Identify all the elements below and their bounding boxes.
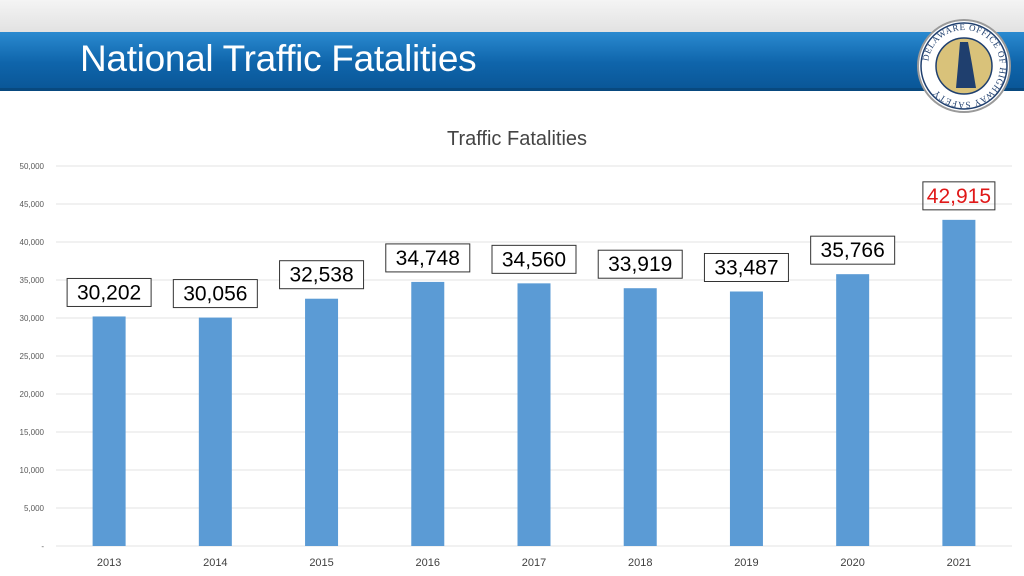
- y-tick-label: 50,000: [20, 162, 45, 171]
- data-label-box: [385, 243, 471, 273]
- x-tick-label: 2016: [416, 557, 440, 569]
- data-label-2018: 33,919: [597, 249, 683, 279]
- data-label-box: [172, 279, 258, 309]
- data-label-2021: 42,915: [922, 181, 996, 211]
- data-label-text: 30,202: [77, 281, 141, 304]
- y-tick-label: 15,000: [20, 428, 45, 437]
- data-label-box: [703, 252, 789, 282]
- y-tick-label: 10,000: [20, 466, 45, 475]
- data-label-2017: 34,560: [491, 244, 577, 274]
- bars: [92, 219, 976, 546]
- data-label-box: [922, 181, 996, 211]
- data-label-box: [491, 244, 577, 274]
- y-axis-ticks: - 5,000 10,000 15,000 20,000 25,000 30,000 35,0…: [20, 162, 45, 551]
- x-axis-ticks: 2013 2014 2015 2016 2017 2018 2019 2020 2021: [97, 557, 971, 569]
- y-tick-label: -: [41, 542, 44, 551]
- data-label-box: [66, 277, 152, 307]
- data-label-2016: 34,748: [385, 243, 471, 273]
- bar-2018: [623, 288, 657, 546]
- x-tick-label: 2021: [947, 557, 971, 569]
- data-label-2019: 33,487: [703, 252, 789, 282]
- y-tick-label: 30,000: [20, 314, 45, 323]
- data-label-box: [279, 260, 365, 290]
- data-label-text: 33,919: [608, 253, 672, 276]
- y-tick-label: 45,000: [20, 200, 45, 209]
- data-label-text: 42,915: [927, 185, 991, 208]
- data-label-2013: 30,202: [66, 277, 152, 307]
- bar-2016: [411, 281, 445, 546]
- x-tick-label: 2015: [309, 557, 333, 569]
- data-label-text: 33,487: [714, 256, 778, 279]
- x-tick-label: 2014: [203, 557, 227, 569]
- data-label-text: 32,538: [289, 264, 353, 287]
- x-tick-label: 2019: [734, 557, 758, 569]
- bar-2020: [836, 274, 870, 546]
- chart-title: Traffic Fatalities: [446, 128, 588, 150]
- top-strip: [0, 0, 1024, 32]
- x-tick-label: 2020: [840, 557, 864, 569]
- bar-2017: [517, 283, 551, 546]
- data-label-text: 34,560: [502, 248, 566, 271]
- bar-2021: [942, 219, 976, 546]
- data-label-2020: 35,766: [810, 235, 896, 265]
- data-label-box: [597, 249, 683, 279]
- y-tick-label: 40,000: [20, 238, 45, 247]
- data-label-text: 35,766: [821, 239, 885, 262]
- data-label-text: 34,748: [396, 247, 460, 270]
- y-tick-label: 5,000: [24, 504, 45, 513]
- x-tick-label: 2013: [97, 557, 121, 569]
- bar-2015: [305, 298, 339, 546]
- data-label-box: [810, 235, 896, 265]
- x-tick-label: 2018: [628, 557, 652, 569]
- data-label-2015: 32,538: [279, 260, 365, 290]
- y-tick-label: 20,000: [20, 390, 45, 399]
- delaware-office-of-highway-safety-logo: DELAWARE OFFICE OF HIGHWAY SAFETY: [917, 19, 1011, 113]
- data-label-text: 30,056: [183, 283, 247, 306]
- bar-2019: [729, 291, 763, 546]
- bar-2013: [92, 316, 126, 546]
- data-label-2014: 30,056: [172, 279, 258, 309]
- bar-2014: [198, 317, 232, 546]
- y-tick-label: 25,000: [20, 352, 45, 361]
- x-tick-label: 2017: [522, 557, 546, 569]
- slide-title: National Traffic Fatalities: [80, 38, 477, 79]
- data-labels: 30,202 30,056 32,538 34,748 34,560 33,919 33,4…: [66, 181, 996, 309]
- title-bar: [0, 32, 1024, 91]
- y-tick-label: 35,000: [20, 276, 45, 285]
